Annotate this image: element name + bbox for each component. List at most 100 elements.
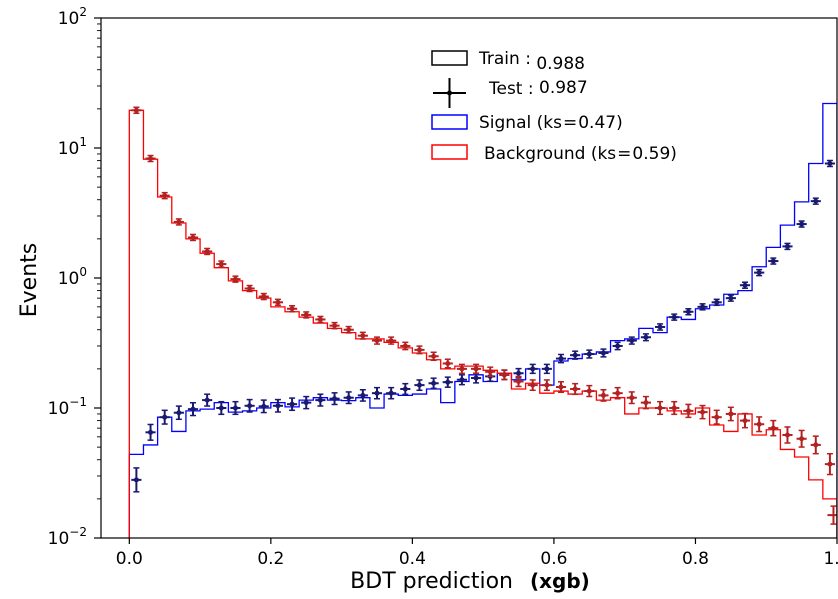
- series-signal-test-point: [640, 333, 651, 342]
- series-signal-test-point: [555, 353, 567, 364]
- legend-background-eq: =: [617, 144, 631, 164]
- series-signal-test-point: [527, 363, 538, 375]
- series-signal-test-point: [655, 323, 666, 331]
- series-background-test-point: [527, 379, 538, 392]
- y-tick-label: 100: [58, 265, 87, 289]
- series-background-test-point: [782, 426, 793, 444]
- series-signal-test-point: [159, 409, 170, 425]
- series-signal-test-point: [442, 376, 453, 388]
- series-background-test-points: [131, 106, 835, 476]
- legend-train-label: Train :: [478, 49, 536, 69]
- series-signal-test-point: [754, 268, 765, 277]
- series-signal-test-point: [244, 398, 255, 413]
- series-background-test-extra-point: [827, 505, 837, 525]
- legend-test-label: Test :: [488, 79, 539, 99]
- series-signal-test-point: [598, 348, 609, 358]
- series-signal-test-point: [287, 397, 298, 412]
- series-group: [128, 102, 837, 538]
- series-background-test-point: [400, 341, 411, 351]
- series-background-test-point: [131, 106, 142, 115]
- legend-test-value: 0.987: [539, 78, 588, 98]
- series-background-test-point: [655, 400, 666, 416]
- series-background-test-point: [754, 416, 765, 433]
- y-tick-label: 10−2: [48, 525, 87, 549]
- series-background-test-point: [329, 321, 340, 330]
- series-background-test-point: [343, 325, 354, 334]
- series-background-test-point: [187, 233, 199, 242]
- series-signal-test-point: [697, 303, 708, 311]
- series-background-test-point: [796, 429, 807, 448]
- series-background-test-point: [173, 218, 184, 226]
- series-background-test-point: [824, 452, 835, 476]
- legend-background-entry: Background (ks=0.59): [484, 144, 677, 164]
- series-background-test-point: [669, 400, 680, 416]
- series-background-test-point: [570, 382, 581, 396]
- series-signal-test-point: [173, 405, 184, 421]
- series-background-test-point: [315, 315, 326, 324]
- legend-signal-value: 0.47): [578, 113, 622, 133]
- series-signal-test-point: [768, 257, 779, 265]
- series-background-test-point: [442, 358, 453, 369]
- series-signal-test-point: [272, 398, 283, 413]
- y-tick-label: 10−1: [48, 395, 87, 419]
- series-background-test-point: [216, 260, 227, 268]
- series-signal-test-point: [541, 363, 552, 375]
- series-background-test-point: [471, 363, 482, 375]
- series-background-test-point: [541, 379, 552, 392]
- y-axis-label: Events: [17, 243, 42, 318]
- series-signal-test-point: [301, 395, 312, 410]
- axes-layer: 0.0 0.2 0.4 0.6 0.8 1.0 10−2 10−1 100 101 102: [48, 5, 838, 569]
- series-signal-test-point: [400, 382, 411, 396]
- series-signal-test-point: [810, 197, 821, 205]
- legend-train-value: 0.988: [536, 54, 585, 74]
- series-background-test-point: [711, 409, 722, 425]
- legend-signal-entry: Signal (ks=0.47): [479, 113, 623, 133]
- series-signal-test-point: [414, 379, 425, 392]
- series-signal-test-point: [329, 392, 340, 406]
- series-background-test-point: [258, 292, 269, 301]
- series-signal-test-points: [131, 159, 835, 493]
- series-signal-test-point: [428, 377, 439, 390]
- series-background-test-point: [456, 363, 467, 375]
- legend-background-swatch: [431, 144, 468, 160]
- x-tick-label: 0.0: [116, 549, 143, 569]
- series-signal-test-point: [131, 467, 142, 493]
- x-tick-label: 0.6: [540, 549, 567, 569]
- series-background-test-point: [697, 404, 708, 420]
- series-background-test-point: [272, 298, 283, 307]
- series-background-train-step: [128, 109, 837, 538]
- series-background-test-point: [485, 366, 496, 378]
- series-background-test-point: [357, 331, 368, 340]
- x-tick-label: 0.2: [257, 549, 284, 569]
- plot-frame: [100, 17, 838, 539]
- series-background-test-point: [145, 154, 156, 163]
- series-background-test-point: [202, 247, 213, 256]
- series-background-test-point: [159, 191, 170, 200]
- series-signal-test-point: [584, 349, 595, 359]
- series-signal-test-point: [187, 402, 199, 417]
- x-axis-label-suffix: (xgb): [530, 569, 590, 593]
- series-background-test-point: [555, 381, 567, 394]
- x-tick-label: 0.4: [399, 549, 426, 569]
- series-signal-test-point: [230, 400, 241, 416]
- legend-background-value: 0.59): [632, 144, 676, 164]
- series-background-test-point: [640, 395, 651, 410]
- series-layer: [128, 102, 837, 538]
- series-background-test-point: [725, 406, 736, 422]
- series-signal-test-point: [711, 298, 722, 307]
- series-signal-test-point: [315, 393, 326, 407]
- y-tick-label: 101: [58, 135, 87, 159]
- series-signal-test-point: [258, 399, 269, 414]
- series-signal-test-point: [357, 388, 368, 402]
- series-background-test-point: [499, 369, 510, 381]
- series-signal-test-point: [570, 350, 581, 360]
- series-background-test-point: [230, 275, 241, 283]
- legend-signal-label: Signal (ks: [479, 113, 562, 133]
- legend-train-swatch: [431, 50, 468, 66]
- series-signal-test-point: [824, 159, 835, 168]
- series-background-test-point: [386, 336, 397, 345]
- series-background-test-point: [301, 311, 312, 319]
- legend-test-marker: [433, 78, 466, 108]
- series-signal-test-point: [513, 367, 524, 379]
